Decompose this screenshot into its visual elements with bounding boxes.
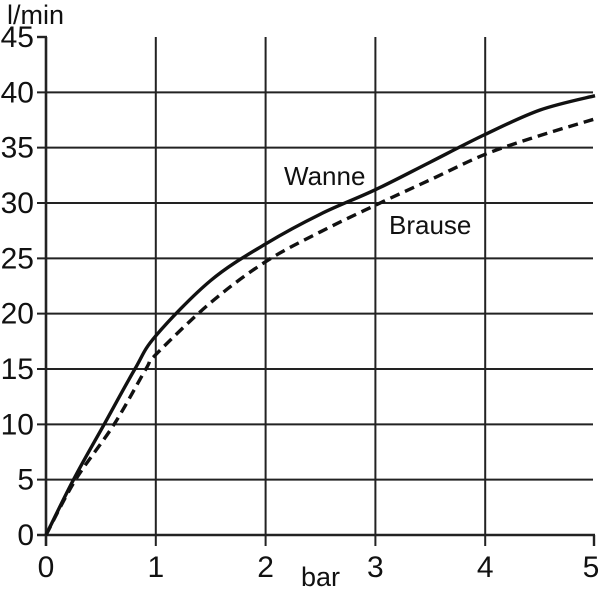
x-axis-unit-label: bar bbox=[301, 562, 341, 590]
series-line-brause bbox=[44, 117, 596, 536]
y-tick-label: 45 bbox=[1, 21, 34, 54]
y-tick-label: 0 bbox=[17, 519, 34, 552]
y-tick-label: 20 bbox=[1, 298, 34, 331]
series-label-wanne: Wanne bbox=[284, 161, 366, 191]
y-tick-label: 5 bbox=[17, 464, 34, 497]
y-tick-label: 30 bbox=[1, 187, 34, 220]
y-tick-label: 35 bbox=[1, 132, 34, 165]
x-tick-label: 0 bbox=[38, 551, 55, 584]
series-label-brause: Brause bbox=[389, 210, 472, 240]
x-tick-label: 2 bbox=[257, 551, 274, 584]
x-tick-label: 3 bbox=[367, 551, 384, 584]
y-tick-label: 40 bbox=[1, 76, 34, 109]
series-line-wanne bbox=[44, 94, 596, 536]
y-tick-label: 25 bbox=[1, 242, 34, 275]
x-tick-label: 4 bbox=[477, 551, 494, 584]
x-tick-label: 1 bbox=[147, 551, 164, 584]
y-tick-label: 10 bbox=[1, 408, 34, 441]
x-tick-label: 5 bbox=[583, 551, 600, 584]
y-axis-unit-label: l/min bbox=[7, 0, 65, 30]
y-tick-label: 15 bbox=[1, 353, 34, 386]
